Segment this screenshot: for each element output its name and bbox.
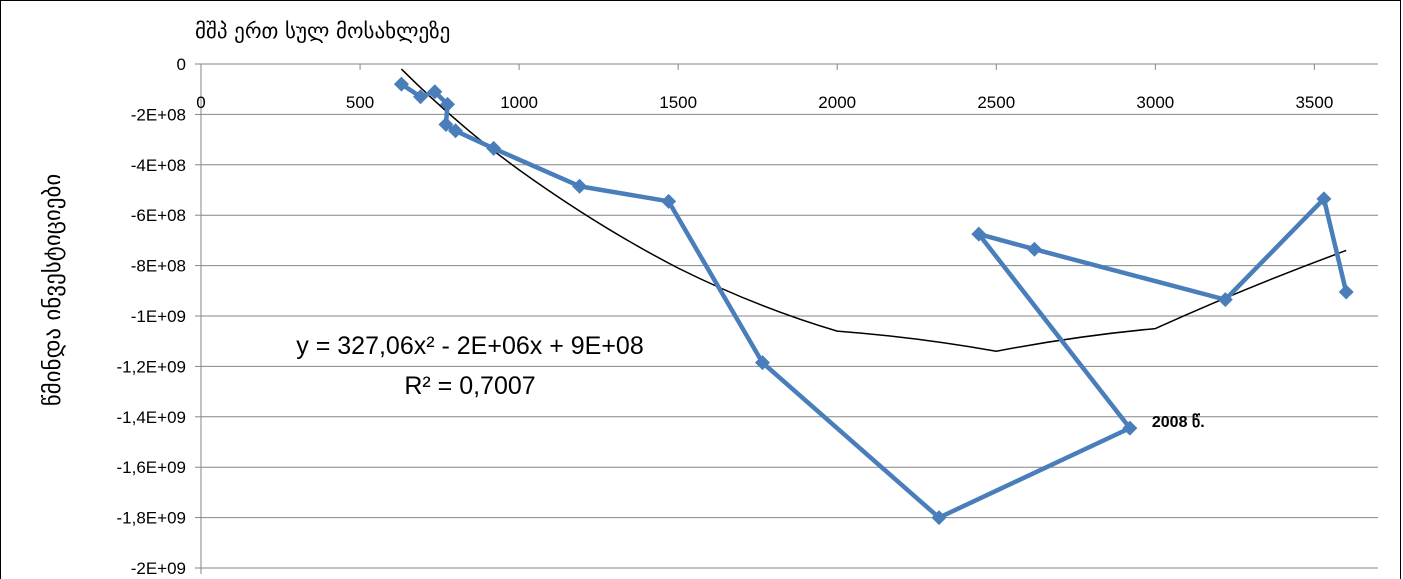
- x-tick-label: 1500: [659, 93, 697, 112]
- data-point: [1339, 285, 1354, 300]
- x-tick-labels: 0 500 1000 1500 2000 2500 3000 3500: [196, 93, 1333, 112]
- data-point: [572, 179, 587, 194]
- y-axis-label: წმინდა ინვესტიციები: [40, 174, 66, 407]
- data-point: [486, 141, 501, 156]
- y-tick-label: -1E+09: [131, 307, 186, 326]
- x-tick-label: 500: [346, 93, 374, 112]
- trendline-curve: [401, 69, 1346, 351]
- series-line: [401, 84, 1346, 517]
- series-polyline: [401, 84, 1346, 517]
- y-tick-label: -1,6E+09: [117, 458, 186, 477]
- axes: [195, 64, 1378, 574]
- y-tick-label: 0: [177, 55, 186, 74]
- x-tick-label: 2500: [977, 93, 1015, 112]
- annotations: 2008 წ.: [1152, 413, 1205, 431]
- y-tick-label: -1,8E+09: [117, 509, 186, 528]
- y-tick-label: -4E+08: [131, 156, 186, 175]
- chart-title: მშპ ერთ სულ მოსახლეზე: [195, 19, 450, 43]
- y-tick-label: -6E+08: [131, 206, 186, 225]
- annotation-label: 2008 წ.: [1152, 413, 1205, 431]
- x-tick-label: 2000: [818, 93, 856, 112]
- y-tick-label: -2E+09: [131, 559, 186, 578]
- x-tick-label: 3500: [1295, 93, 1333, 112]
- trendline-equation: y = 327,06x² - 2E+06x + 9E+08: [296, 332, 643, 360]
- x-tick-label: 0: [196, 93, 205, 112]
- y-tick-label: -1,2E+09: [117, 357, 186, 376]
- y-tick-label: -2E+08: [131, 105, 186, 124]
- data-point: [1027, 242, 1042, 257]
- y-tick-label: -8E+08: [131, 257, 186, 276]
- trendline: [401, 69, 1346, 351]
- y-tick-labels: 0 -2E+08 -4E+08 -6E+08 -8E+08 -1E+09 -1,2E+09 -…: [117, 55, 186, 578]
- x-tick-label: 3000: [1136, 93, 1174, 112]
- y-tick-label: -1,4E+09: [117, 408, 186, 427]
- x-tick-label: 1000: [500, 93, 538, 112]
- r-squared: R² = 0,7007: [404, 372, 535, 400]
